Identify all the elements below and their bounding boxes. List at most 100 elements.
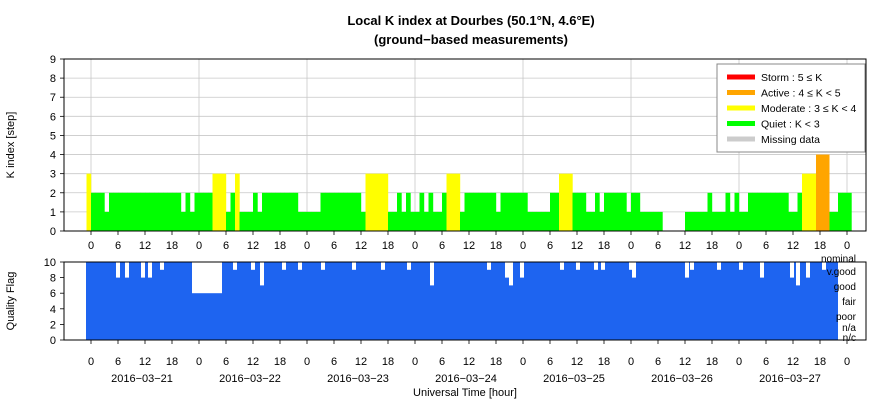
q-drop: [321, 262, 325, 270]
q-drop: [739, 262, 743, 270]
k-bar: [847, 192, 852, 231]
q-x-tick-label: 12: [787, 356, 799, 368]
k-bar: [622, 192, 627, 231]
k-bar: [163, 192, 168, 231]
k-bar: [784, 192, 789, 231]
q-drop: [192, 262, 222, 294]
k-bar: [509, 192, 515, 231]
k-bar: [599, 211, 605, 231]
k-bar: [136, 192, 141, 231]
k-bar: [455, 173, 461, 231]
q-drop: [629, 262, 633, 270]
k-bar: [239, 211, 245, 231]
q-drop: [407, 262, 411, 270]
q-drop: [560, 262, 564, 270]
k-bar: [410, 211, 416, 231]
k-bar: [788, 211, 794, 231]
q-x-tick-label: 18: [814, 356, 826, 368]
k-y-tick-label: 7: [50, 92, 56, 104]
k-bar: [604, 192, 609, 231]
q-date-label: 2016−03−26: [651, 373, 713, 385]
k-bar: [302, 211, 308, 231]
k-bar: [325, 192, 330, 231]
q-drop: [381, 262, 385, 270]
k-bar: [212, 173, 218, 231]
q-drop: [760, 262, 764, 278]
k-bar: [761, 192, 767, 231]
k-y-axis-label: K index [step]: [5, 112, 17, 179]
k-bar: [527, 211, 533, 231]
legend-entry: Missing data: [761, 134, 820, 146]
q-drop: [717, 262, 721, 270]
k-x-tick-label: 0: [736, 240, 742, 252]
k-x-tick-label: 0: [844, 240, 850, 252]
k-bar: [415, 211, 420, 231]
q-flag-label: poor: [836, 312, 857, 323]
k-bar: [635, 192, 641, 231]
k-bar: [397, 192, 402, 231]
k-bar: [158, 192, 164, 231]
k-bar: [424, 211, 429, 231]
k-bar: [748, 192, 753, 231]
k-bar: [109, 192, 114, 231]
k-bar: [500, 192, 506, 231]
k-bar: [298, 211, 303, 231]
k-bar: [626, 211, 632, 231]
k-bar: [383, 173, 389, 231]
k-bar: [361, 211, 366, 231]
k-x-tick-label: 6: [655, 240, 661, 252]
legend: Storm : 5 ≤ K Active : 4 ≤ K < 5 Moderate …: [716, 63, 866, 153]
k-x-tick-label: 0: [628, 240, 634, 252]
k-bar: [572, 192, 578, 231]
q-drop: [520, 262, 524, 278]
k-bar: [559, 173, 564, 231]
k-bar: [685, 211, 690, 231]
q-x-tick-label: 0: [736, 356, 742, 368]
k-bar: [113, 192, 119, 231]
q-drop: [594, 262, 598, 270]
k-bar: [482, 192, 488, 231]
k-bar: [437, 211, 443, 231]
k-bar: [149, 192, 155, 231]
q-flag-label: n/c: [843, 333, 856, 344]
k-bar: [649, 211, 654, 231]
q-x-tick-label: 18: [706, 356, 718, 368]
k-bar: [563, 173, 569, 231]
k-bar: [86, 173, 92, 231]
k-x-tick-label: 6: [115, 240, 121, 252]
q-drop: [160, 262, 164, 270]
legend-entry: Active : 4 ≤ K < 5: [761, 88, 841, 100]
k-bar: [568, 173, 573, 231]
q-date-label: 2016−03−23: [327, 373, 389, 385]
k-x-tick-label: 0: [412, 240, 418, 252]
k-bar: [181, 211, 186, 231]
q-date-label: 2016−03−25: [543, 373, 605, 385]
k-bar: [221, 173, 227, 231]
k-bar: [712, 211, 717, 231]
q-date-label: 2016−03−22: [219, 373, 281, 385]
k-bar: [806, 173, 812, 231]
k-y-tick-label: 2: [50, 188, 56, 200]
k-x-tick-label: 6: [439, 240, 445, 252]
k-bar: [595, 192, 600, 231]
q-y-tick-label: 6: [50, 288, 56, 300]
k-bar: [172, 192, 177, 231]
k-bar: [743, 211, 749, 231]
k-bar: [91, 192, 96, 231]
q-drop: [576, 262, 580, 270]
k-y-tick-label: 5: [50, 130, 56, 142]
k-bar: [698, 211, 704, 231]
k-bar: [275, 192, 281, 231]
k-bar: [689, 211, 695, 231]
k-bar: [194, 192, 200, 231]
k-y-tick-label: 1: [50, 207, 56, 219]
k-bar: [419, 192, 425, 231]
k-x-tick-label: 12: [679, 240, 691, 252]
k-bar: [766, 192, 771, 231]
k-x-tick-label: 0: [304, 240, 310, 252]
q-x-tick-label: 12: [247, 356, 259, 368]
k-x-tick-label: 0: [88, 240, 94, 252]
k-bar: [716, 211, 722, 231]
k-bar: [496, 211, 501, 231]
q-drop: [260, 262, 264, 286]
